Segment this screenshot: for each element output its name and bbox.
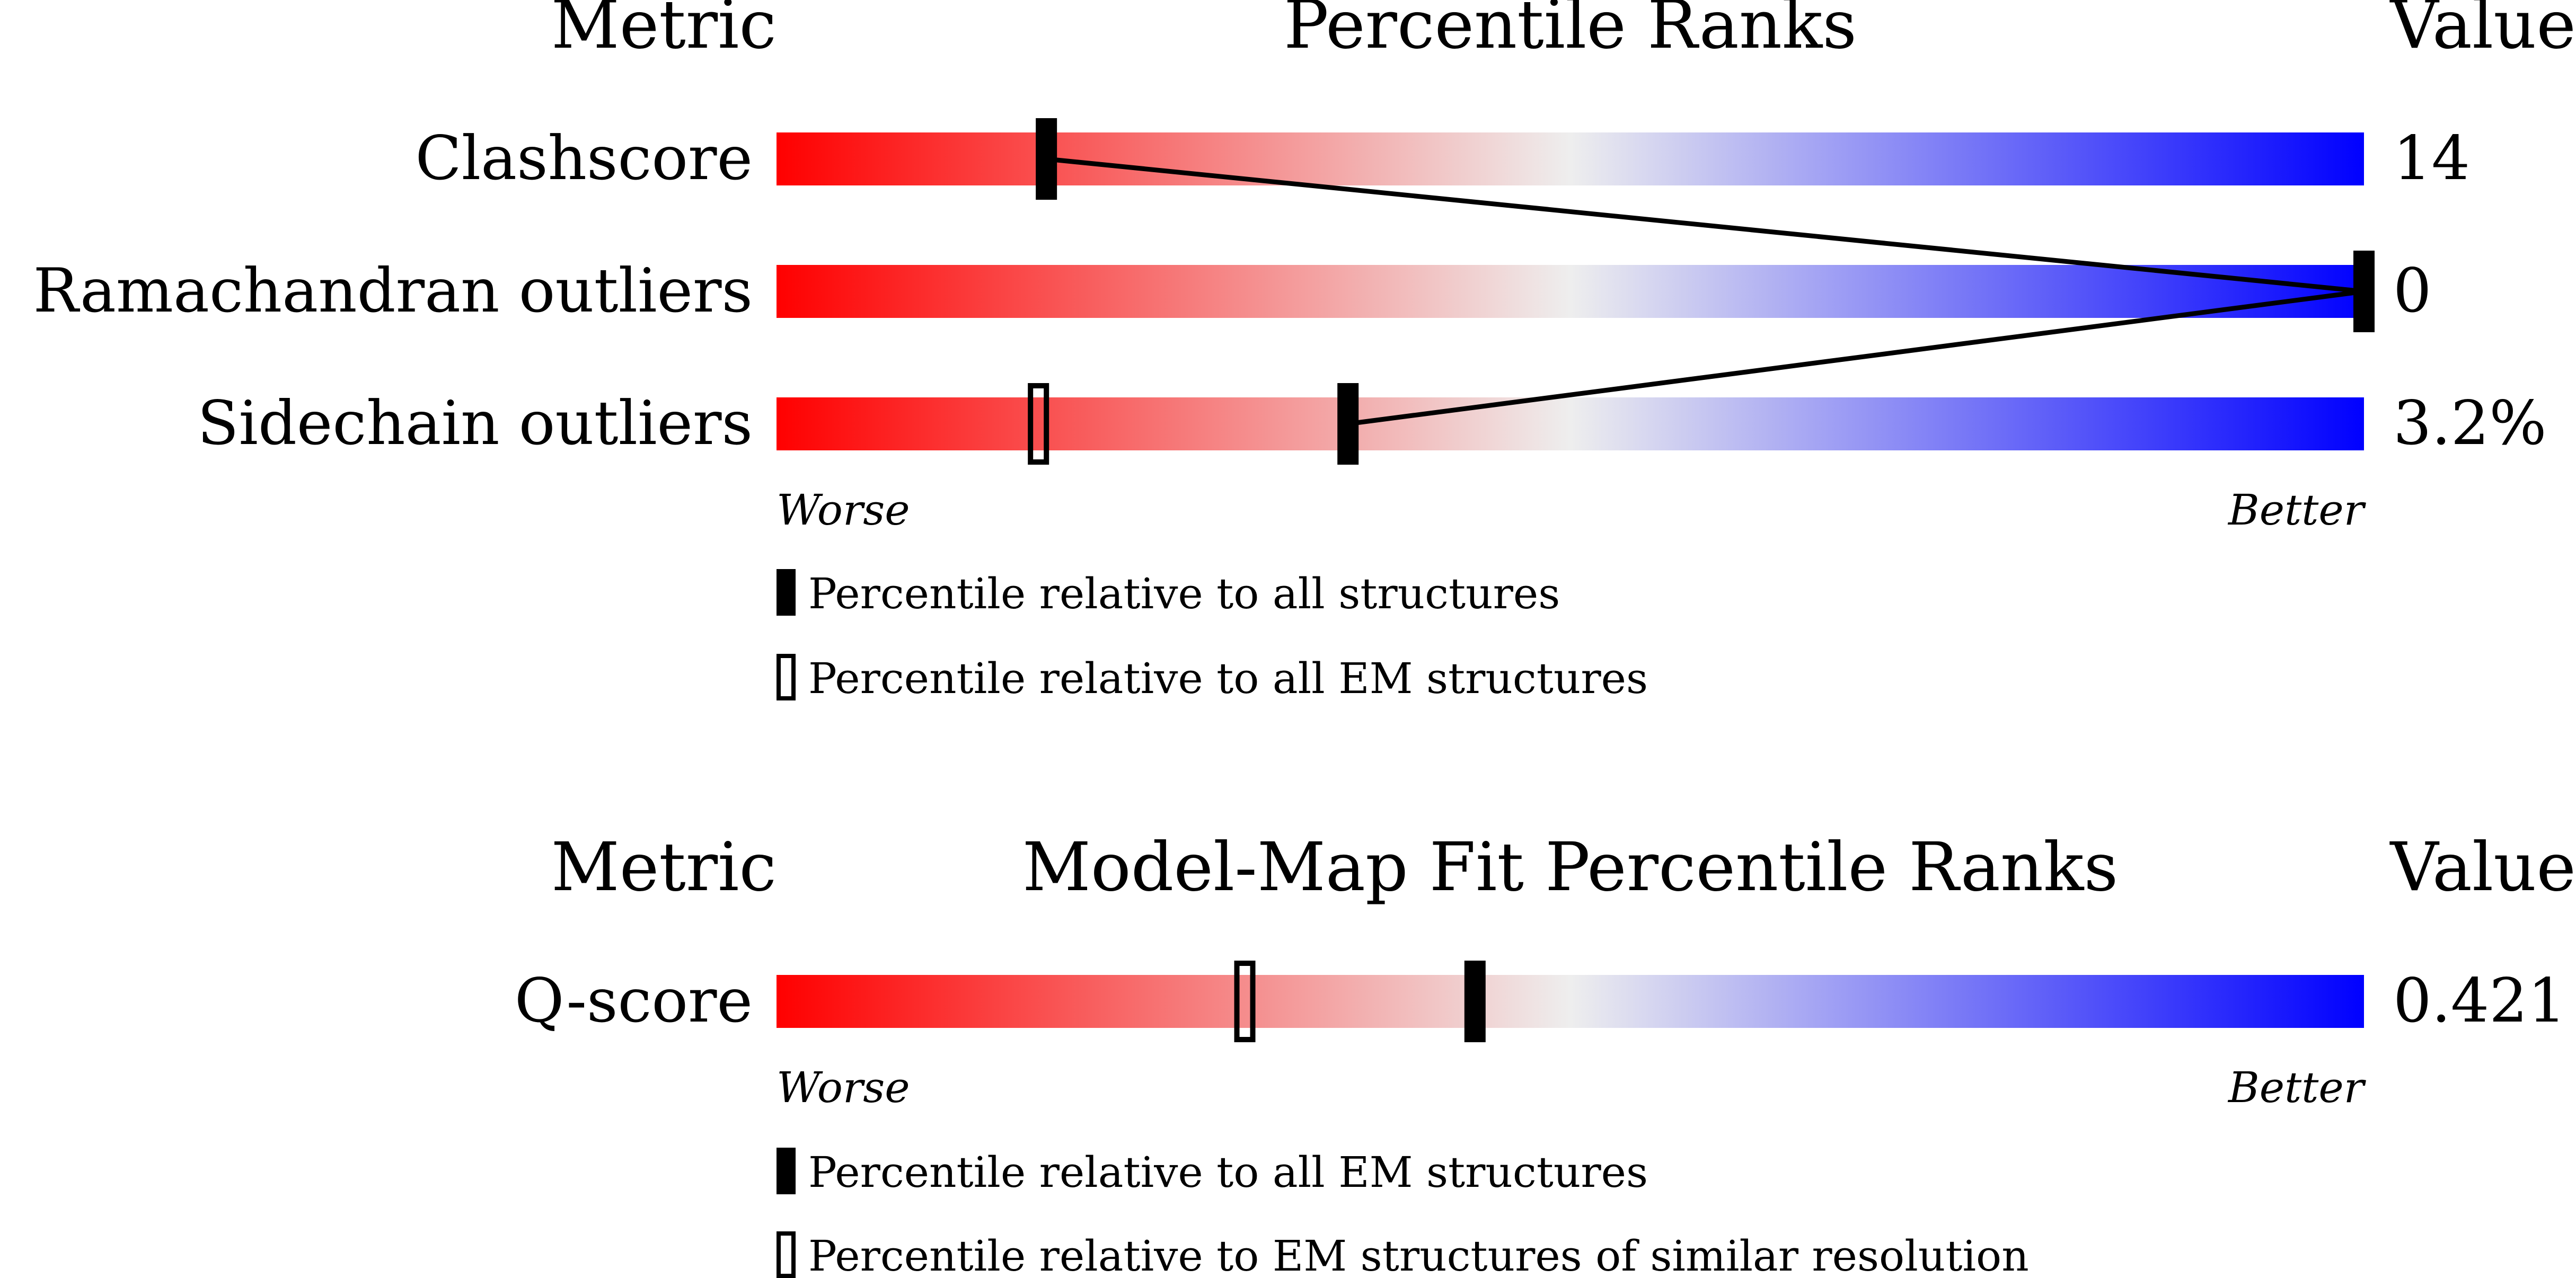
chart-title: Percentile Ranks bbox=[1284, 0, 1857, 64]
legend-label: Percentile relative to all structures bbox=[808, 569, 1560, 618]
percentile-marker-open bbox=[1234, 961, 1256, 1042]
metric-label: Q-score bbox=[515, 965, 753, 1036]
panel-1: Metric Percentile Ranks Value Clashscore 14 R… bbox=[33, 0, 2576, 703]
worse-label: Worse bbox=[777, 485, 910, 535]
metric-label: Ramachandran outliers bbox=[33, 255, 753, 326]
percentile-bar bbox=[777, 975, 2364, 1028]
metric-row: Sidechain outliers 3.2% bbox=[197, 383, 2547, 465]
metric-value: 0 bbox=[2393, 255, 2432, 326]
legend-item: Percentile relative to all EM structures bbox=[777, 654, 1648, 703]
better-label: Better bbox=[2227, 1063, 2367, 1112]
panel-2: Metric Model-Map Fit Percentile Ranks Valu… bbox=[515, 828, 2576, 1278]
percentile-marker-open bbox=[1028, 383, 1049, 465]
better-label: Better bbox=[2227, 485, 2367, 535]
value-header: Value bbox=[2389, 0, 2576, 64]
legend-swatch-open bbox=[777, 1231, 796, 1278]
metric-header: Metric bbox=[551, 0, 777, 64]
percentile-bar bbox=[777, 397, 2364, 450]
legend-item: Percentile relative to EM structures of … bbox=[777, 1231, 2029, 1278]
legend-swatch-filled bbox=[777, 569, 796, 616]
metric-value: 0.421 bbox=[2393, 965, 2566, 1036]
legend-label: Percentile relative to all EM structures bbox=[808, 654, 1648, 703]
percentile-marker-filled bbox=[1464, 961, 1486, 1042]
metric-label: Sidechain outliers bbox=[197, 388, 753, 458]
legend-item: Percentile relative to all structures bbox=[777, 569, 1560, 618]
value-header: Value bbox=[2389, 828, 2576, 906]
metric-label: Clashscore bbox=[415, 123, 753, 193]
legend-label: Percentile relative to all EM structures bbox=[808, 1148, 1648, 1197]
chart-title: Model-Map Fit Percentile Ranks bbox=[1022, 828, 2118, 906]
percentile-bar bbox=[777, 265, 2364, 318]
percentile-bar bbox=[777, 132, 2364, 185]
legend-swatch-open bbox=[777, 654, 796, 700]
metric-header: Metric bbox=[551, 828, 777, 906]
metric-row: Q-score 0.421 bbox=[515, 961, 2566, 1042]
metric-value: 3.2% bbox=[2393, 388, 2547, 458]
metric-value: 14 bbox=[2393, 123, 2470, 193]
legend-item: Percentile relative to all EM structures bbox=[777, 1148, 1648, 1197]
marker-connector-line bbox=[1046, 156, 2365, 427]
legend-label: Percentile relative to EM structures of … bbox=[808, 1231, 2029, 1278]
metric-row: Clashscore 14 bbox=[415, 118, 2470, 200]
worse-label: Worse bbox=[777, 1063, 910, 1112]
legend-swatch-filled bbox=[777, 1148, 796, 1194]
